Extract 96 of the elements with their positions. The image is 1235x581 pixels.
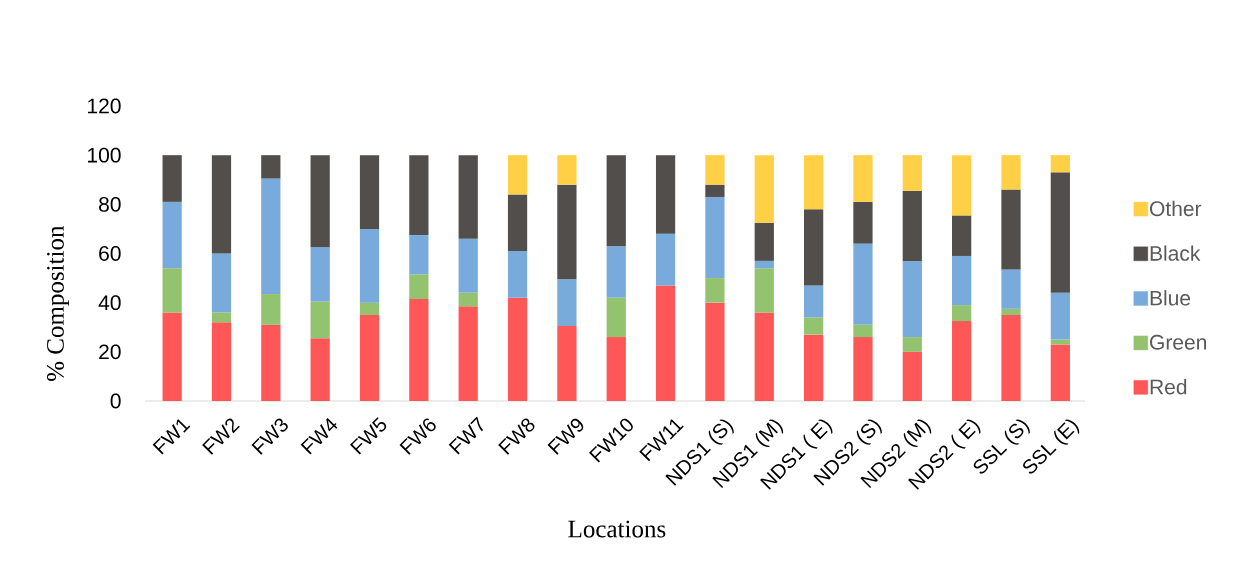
bar [952, 215, 972, 256]
bar [804, 209, 824, 286]
bar [261, 178, 281, 295]
bar [902, 155, 922, 191]
legend-label: Other [1150, 200, 1202, 217]
bar [952, 155, 972, 216]
bar [1001, 155, 1021, 190]
bar [310, 301, 330, 339]
bar [359, 228, 380, 303]
y-axis-title: % Composition [46, 225, 69, 381]
bar [952, 305, 972, 322]
bar [162, 201, 182, 269]
bar [557, 184, 577, 280]
bar [507, 155, 528, 195]
legend-label: Red [1150, 379, 1187, 395]
bar [162, 155, 182, 202]
bar [902, 190, 922, 261]
bar [507, 194, 528, 252]
bar [310, 247, 330, 302]
bar [359, 155, 380, 229]
legend-label: Green [1150, 334, 1207, 350]
bar [211, 253, 232, 313]
bar [359, 314, 380, 401]
y-tick-label: 100 [88, 147, 121, 163]
bar [310, 338, 330, 401]
bar [754, 260, 774, 269]
y-tick-label: 80 [99, 196, 121, 212]
bar [1001, 308, 1021, 315]
bar [655, 155, 676, 234]
bar [853, 201, 873, 244]
y-tick-label: 40 [98, 295, 121, 311]
bar [1050, 155, 1070, 173]
bar [507, 297, 528, 401]
bar [162, 312, 182, 401]
bar [458, 292, 478, 307]
bar [261, 294, 281, 325]
bar [804, 317, 824, 335]
bar [655, 233, 676, 286]
y-tick-label: 60 [99, 246, 121, 261]
bar [804, 155, 824, 210]
bar [507, 251, 528, 298]
y-tick-label: 20 [99, 344, 121, 360]
bar [902, 337, 922, 352]
bar [705, 155, 725, 185]
bar [754, 155, 774, 223]
bar [409, 298, 429, 401]
y-tick-label: 0 [110, 393, 121, 409]
bar [952, 321, 972, 401]
bar [705, 184, 725, 197]
bar [359, 302, 380, 315]
bar [1001, 189, 1021, 270]
bar [902, 351, 922, 401]
bar [754, 312, 774, 401]
x-axis-title: Locations [568, 520, 666, 538]
bar [606, 155, 626, 247]
bar [557, 279, 577, 327]
bar [952, 255, 972, 306]
bar [754, 222, 774, 261]
bar [655, 285, 676, 401]
bar [606, 297, 626, 338]
bar [804, 285, 824, 318]
bar [261, 324, 281, 401]
bar [853, 324, 873, 338]
bar [211, 155, 232, 254]
bar [409, 155, 429, 236]
bar [211, 322, 232, 401]
bar [754, 268, 774, 313]
bar [409, 235, 429, 275]
bar [606, 246, 626, 298]
bar [162, 268, 182, 313]
bar [606, 337, 626, 401]
bar [409, 274, 429, 299]
bar [458, 306, 478, 401]
bar [1050, 172, 1070, 293]
bar [557, 326, 577, 401]
y-tick-label: 120 [88, 98, 121, 114]
legend-label: Blue [1150, 290, 1191, 306]
bar [705, 278, 725, 303]
bar [853, 337, 873, 401]
bar [853, 155, 873, 202]
bar [902, 260, 922, 338]
bar [1001, 314, 1021, 401]
bar [1050, 292, 1070, 340]
bar [705, 196, 725, 279]
bar [261, 155, 281, 179]
bar [1050, 344, 1070, 401]
bar [804, 334, 824, 401]
bar [853, 243, 873, 325]
bar [458, 238, 478, 293]
bar [1001, 269, 1021, 309]
bar [458, 155, 478, 239]
legend-label: Black [1150, 245, 1201, 261]
bar [310, 155, 330, 248]
bar [557, 155, 577, 185]
bar [211, 312, 232, 323]
bar [705, 302, 725, 401]
